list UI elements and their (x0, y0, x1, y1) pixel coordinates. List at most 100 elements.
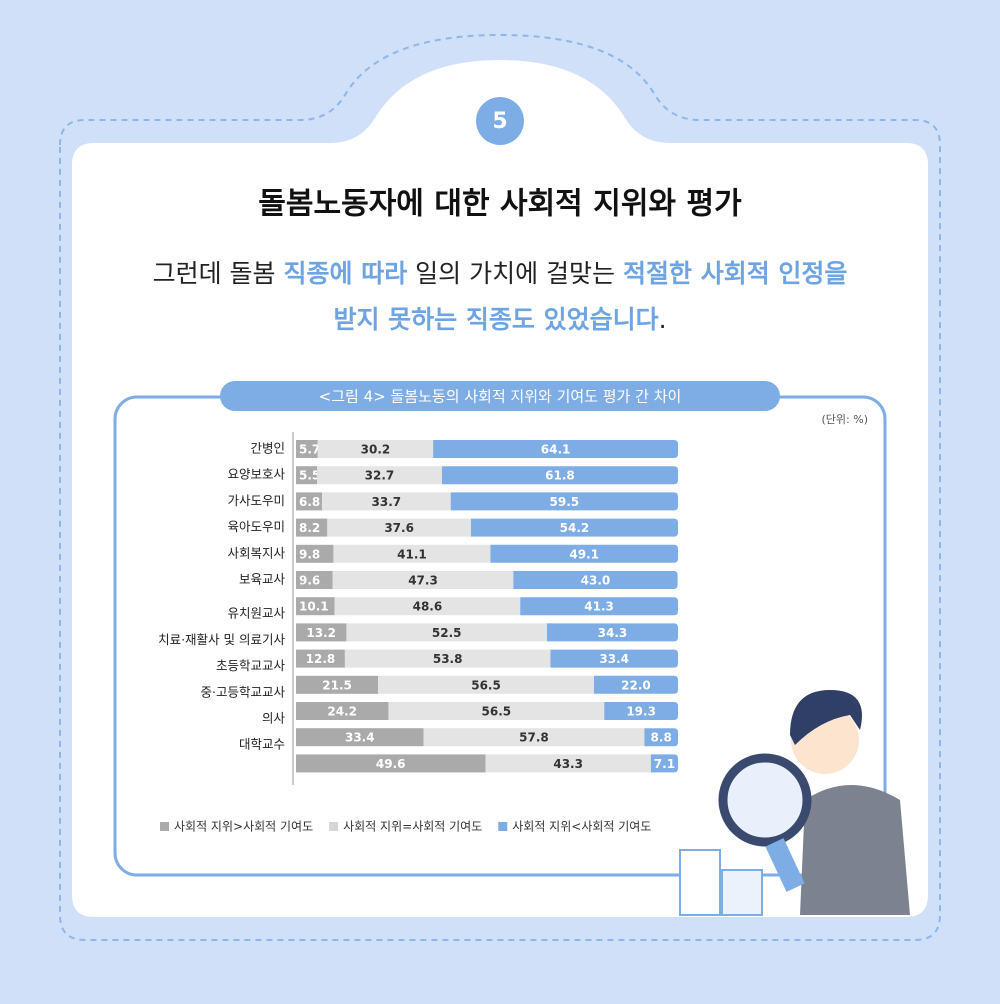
value-label: 49.6 (376, 757, 406, 771)
value-label: 61.8 (545, 469, 575, 483)
bar-segment (550, 649, 678, 668)
bar-segment (490, 544, 678, 563)
bar-segment (296, 702, 389, 720)
unit-note: (단위: %) (822, 413, 868, 426)
bar-segment (327, 518, 471, 537)
subtitle-text: 일의 가치에 걸맞는 (407, 259, 623, 288)
bar-segment (593, 675, 678, 694)
category-label: 가사도우미 (227, 493, 285, 508)
legend-label: 사회적 지위=사회적 기여도 (343, 820, 482, 834)
category-label: 육아도우미 (227, 519, 285, 534)
value-label: 9.8 (299, 547, 320, 561)
value-label: 57.8 (519, 731, 549, 745)
magnifier (718, 753, 812, 847)
value-label: 33.7 (372, 495, 402, 509)
legend-swatch (498, 822, 508, 831)
legend-swatch (329, 822, 339, 831)
subtitle-emphasis: 직종에 따라 (283, 259, 407, 288)
value-label: 30.2 (361, 443, 391, 457)
category-label: 보육교사 (239, 572, 286, 587)
bar-segment (317, 440, 434, 458)
value-label: 52.5 (432, 626, 462, 640)
subtitle-emphasis: 적절한 사회적 인정을 (623, 259, 847, 288)
category-label: 대학교수 (239, 737, 285, 752)
subtitle-emphasis: 받지 못하는 직종도 있었습니다 (333, 305, 658, 334)
bar-segment (296, 754, 486, 773)
bar-segment (332, 571, 514, 589)
bar-segment (296, 466, 318, 485)
bar-segment (296, 518, 328, 537)
subtitle-text: . (659, 305, 667, 334)
value-label: 7.1 (654, 757, 675, 771)
subtitle-text: 그런데 돌봄 (153, 259, 284, 288)
bar-segment (333, 544, 491, 563)
value-label: 41.3 (584, 600, 614, 614)
category-label: 치료·재활사 및 의료기사 (158, 632, 285, 647)
bar-segment (346, 623, 547, 642)
value-label: 10.1 (299, 600, 329, 614)
value-label: 32.7 (365, 469, 395, 483)
value-label: 56.5 (482, 705, 512, 719)
category-label: 유치원교사 (227, 606, 285, 621)
value-label: 48.6 (413, 600, 443, 614)
value-label: 8.2 (299, 521, 320, 535)
value-label: 64.1 (541, 443, 571, 457)
legend-label: 사회적 지위>사회적 기여도 (174, 820, 313, 834)
value-label: 22.0 (621, 678, 651, 692)
category-label: 중·고등학교교사 (201, 684, 286, 699)
illustration (679, 690, 910, 916)
bar-segment (296, 675, 379, 694)
bar-segment (604, 702, 678, 720)
bar-segment (296, 571, 333, 589)
value-label: 13.2 (306, 626, 336, 640)
bar-segment (450, 492, 678, 511)
value-label: 5.7 (299, 443, 320, 457)
value-label: 43.3 (553, 757, 583, 771)
bar-segment (296, 492, 322, 511)
category-label: 요양보호사 (227, 467, 285, 482)
value-label: 59.5 (550, 495, 580, 509)
value-label: 41.1 (397, 547, 427, 561)
value-label: 21.5 (322, 678, 352, 692)
value-label: 19.3 (626, 705, 656, 719)
building (679, 849, 721, 916)
bar-segment (546, 623, 678, 642)
value-label: 9.6 (299, 574, 320, 588)
card (72, 60, 928, 917)
chart-title-pill (220, 381, 780, 411)
bar-segment (441, 466, 678, 485)
bar-segment (378, 675, 594, 694)
bar-segment (513, 571, 678, 589)
value-label: 43.0 (581, 574, 611, 588)
bar-segment (650, 754, 678, 773)
value-label: 47.3 (408, 574, 438, 588)
value-label: 5.5 (299, 469, 320, 483)
bar-segment (433, 440, 678, 458)
value-label: 37.6 (384, 521, 414, 535)
person-body (800, 785, 910, 915)
category-label: 의사 (262, 711, 286, 726)
legend-label: 사회적 지위<사회적 기여도 (512, 820, 651, 834)
value-label: 8.8 (651, 731, 672, 745)
chart-title: <그림 4> 돌봄노동의 사회적 지위와 기여도 평가 간 차이 (319, 388, 682, 406)
badge (476, 97, 524, 145)
badge-number: 5 (492, 109, 507, 134)
building (721, 869, 763, 916)
bar-segment (296, 649, 345, 668)
value-label: 34.3 (598, 626, 628, 640)
bar-segment (644, 728, 678, 747)
title: 돌봄노동자에 대한 사회적 지위와 평가 (258, 187, 742, 222)
value-label: 56.5 (471, 678, 501, 692)
bar-segment (470, 518, 678, 537)
value-label: 12.8 (306, 652, 336, 666)
bar-segment (317, 466, 442, 485)
person-hair (790, 690, 862, 745)
subtitle-line: 받지 못하는 직종도 있었습니다. (333, 305, 666, 334)
bar-segment (296, 440, 318, 458)
bar-segment (334, 597, 521, 616)
category-label: 초등학교교사 (216, 658, 286, 673)
bar-segment (485, 754, 651, 773)
value-label: 33.4 (599, 652, 629, 666)
